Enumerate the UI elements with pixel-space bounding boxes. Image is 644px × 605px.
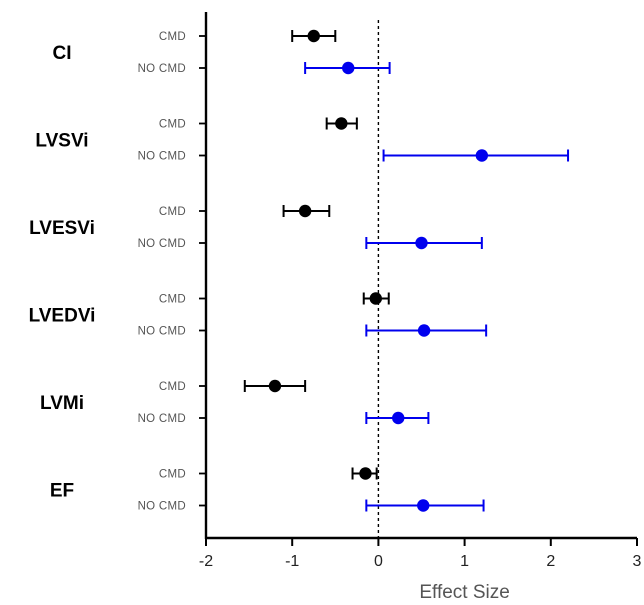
row-label: CMD: [159, 119, 186, 131]
row-label: NO CMD: [138, 63, 186, 75]
x-axis-title: Effect Size: [419, 582, 509, 603]
row-label: CMD: [159, 206, 186, 218]
row-label: NO CMD: [138, 151, 186, 163]
point-estimate: [342, 61, 355, 75]
point-estimate: [369, 292, 383, 305]
row-label: CMD: [159, 381, 186, 393]
plot-layer: -2 -1 0 1 2 3 CI CMD NO CMD LVSVi CMD NO CMD LVESVi C…: [29, 12, 642, 570]
group-label: EF: [50, 481, 74, 502]
x-tick-label: 1: [460, 553, 469, 570]
point-estimate: [268, 379, 282, 393]
row-label: CMD: [159, 469, 186, 481]
group-label: CI: [53, 43, 72, 64]
group-label: LVSVi: [35, 131, 88, 152]
row-label: CMD: [159, 31, 186, 43]
x-tick-label: -1: [285, 553, 299, 570]
row-label: NO CMD: [138, 413, 186, 425]
point-estimate: [417, 324, 431, 337]
x-tick-label: 0: [374, 553, 383, 570]
row-label: NO CMD: [138, 501, 186, 513]
point-estimate: [392, 411, 405, 425]
point-estimate: [417, 499, 430, 512]
row-label: NO CMD: [138, 326, 186, 338]
x-tick-label: 3: [633, 553, 642, 570]
row-label: NO CMD: [138, 238, 186, 250]
point-estimate: [307, 29, 320, 43]
point-estimate: [475, 149, 489, 162]
x-tick-label: 2: [546, 553, 555, 570]
row-label: CMD: [159, 294, 186, 306]
point-estimate: [359, 467, 372, 480]
x-tick-label: -2: [199, 553, 213, 570]
point-estimate: [298, 204, 312, 218]
group-label: LVMi: [40, 393, 84, 414]
point-estimate: [415, 236, 428, 250]
point-estimate: [335, 117, 348, 130]
group-label: LVESVi: [29, 218, 95, 239]
group-label: LVEDVi: [29, 306, 96, 327]
